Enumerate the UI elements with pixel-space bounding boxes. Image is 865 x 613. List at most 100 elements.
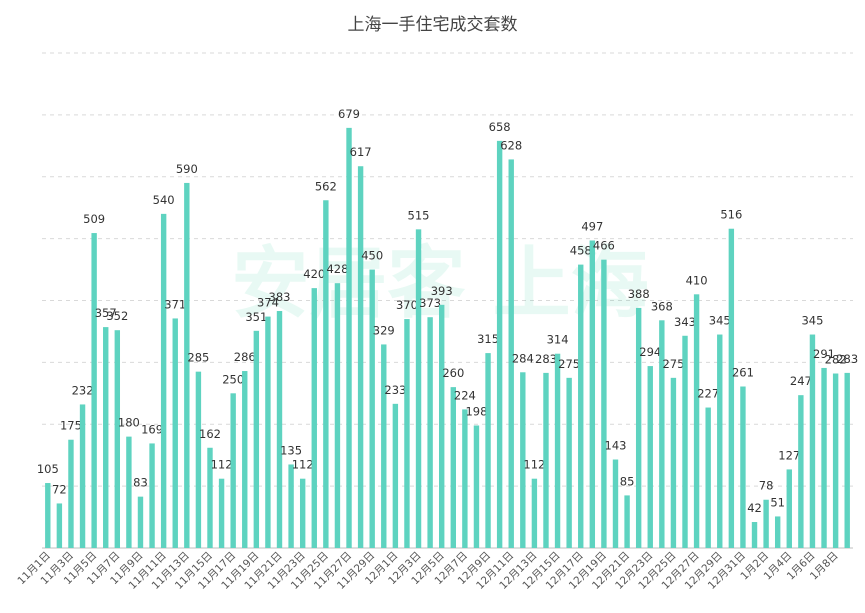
bar bbox=[195, 371, 202, 548]
data-label: 371 bbox=[164, 297, 186, 311]
bar bbox=[392, 403, 399, 548]
bar bbox=[740, 386, 746, 548]
data-label: 294 bbox=[639, 345, 661, 359]
data-label: 143 bbox=[605, 439, 627, 453]
bar bbox=[404, 319, 410, 548]
bar bbox=[612, 459, 619, 548]
data-label: 227 bbox=[697, 387, 719, 401]
data-label: 284 bbox=[512, 351, 534, 365]
bar bbox=[763, 499, 769, 548]
bar bbox=[543, 372, 549, 548]
bar bbox=[682, 335, 688, 548]
bar bbox=[334, 283, 341, 548]
bar bbox=[520, 372, 526, 548]
data-label: 247 bbox=[790, 374, 812, 388]
data-label: 540 bbox=[153, 193, 175, 207]
bar bbox=[253, 330, 260, 548]
bar bbox=[68, 439, 74, 548]
bar bbox=[578, 264, 584, 548]
data-label: 357 bbox=[95, 306, 117, 320]
bar bbox=[786, 469, 792, 548]
data-label: 78 bbox=[759, 479, 774, 493]
data-label: 420 bbox=[303, 267, 325, 281]
bar bbox=[798, 395, 804, 548]
data-label: 343 bbox=[674, 315, 696, 329]
data-label: 628 bbox=[500, 138, 522, 152]
data-label: 590 bbox=[176, 162, 198, 176]
data-label: 72 bbox=[52, 482, 67, 496]
bar bbox=[728, 228, 735, 548]
bar bbox=[821, 367, 827, 548]
data-label: 282 bbox=[825, 353, 847, 367]
data-label: 112 bbox=[211, 458, 233, 472]
bar bbox=[554, 353, 561, 548]
data-label: 679 bbox=[338, 107, 360, 121]
data-label: 112 bbox=[292, 458, 314, 472]
bar bbox=[462, 409, 468, 548]
bar bbox=[415, 229, 422, 548]
data-label: 224 bbox=[454, 388, 476, 402]
bar bbox=[56, 503, 63, 548]
bar bbox=[276, 311, 283, 548]
bar bbox=[311, 288, 317, 548]
data-label: 180 bbox=[118, 416, 140, 430]
bar bbox=[496, 140, 503, 549]
data-label: 198 bbox=[465, 404, 487, 418]
bar bbox=[809, 334, 816, 548]
data-label: 135 bbox=[280, 443, 302, 457]
bar bbox=[242, 371, 248, 548]
bar bbox=[265, 316, 271, 548]
data-label: 345 bbox=[709, 314, 731, 328]
bar bbox=[832, 373, 839, 548]
bar bbox=[114, 330, 121, 548]
bar bbox=[79, 404, 86, 548]
data-label: 42 bbox=[747, 501, 762, 515]
data-label: 466 bbox=[593, 239, 615, 253]
bar bbox=[126, 436, 132, 548]
data-label: 428 bbox=[326, 262, 348, 276]
data-label: 370 bbox=[396, 298, 418, 312]
data-label: 232 bbox=[72, 383, 94, 397]
data-label: 351 bbox=[245, 310, 267, 324]
bar bbox=[439, 304, 445, 548]
bar bbox=[670, 377, 677, 548]
bar bbox=[717, 334, 723, 548]
bar bbox=[531, 478, 538, 548]
data-label: 51 bbox=[770, 495, 785, 509]
data-label: 388 bbox=[628, 287, 650, 301]
bar bbox=[774, 516, 781, 548]
bar bbox=[485, 353, 491, 548]
bar bbox=[207, 447, 213, 548]
data-label: 352 bbox=[106, 309, 128, 323]
bar bbox=[705, 407, 711, 548]
bar bbox=[369, 269, 375, 548]
data-label: 315 bbox=[477, 332, 499, 346]
data-label: 233 bbox=[384, 383, 406, 397]
data-label: 562 bbox=[315, 179, 337, 193]
data-label: 450 bbox=[361, 249, 383, 263]
bar bbox=[288, 464, 294, 548]
data-label: 368 bbox=[651, 299, 673, 313]
chart-title: 上海一手住宅成交套数 bbox=[347, 15, 518, 35]
data-label: 85 bbox=[620, 474, 635, 488]
bar bbox=[751, 522, 758, 548]
data-label: 127 bbox=[778, 448, 800, 462]
data-label: 83 bbox=[133, 476, 148, 490]
bar bbox=[91, 233, 97, 548]
data-label: 250 bbox=[222, 372, 244, 386]
data-label: 516 bbox=[720, 208, 742, 222]
data-label: 393 bbox=[431, 284, 453, 298]
bar bbox=[218, 478, 225, 548]
bar bbox=[346, 127, 352, 549]
data-label: 291 bbox=[813, 347, 835, 361]
bar bbox=[844, 372, 850, 548]
bar bbox=[381, 344, 387, 548]
data-label: 410 bbox=[686, 273, 708, 287]
bar bbox=[103, 327, 109, 548]
data-label: 515 bbox=[408, 208, 430, 222]
bar bbox=[299, 478, 306, 548]
data-label: 509 bbox=[83, 212, 105, 226]
bar bbox=[624, 495, 630, 548]
data-label: 345 bbox=[801, 314, 823, 328]
